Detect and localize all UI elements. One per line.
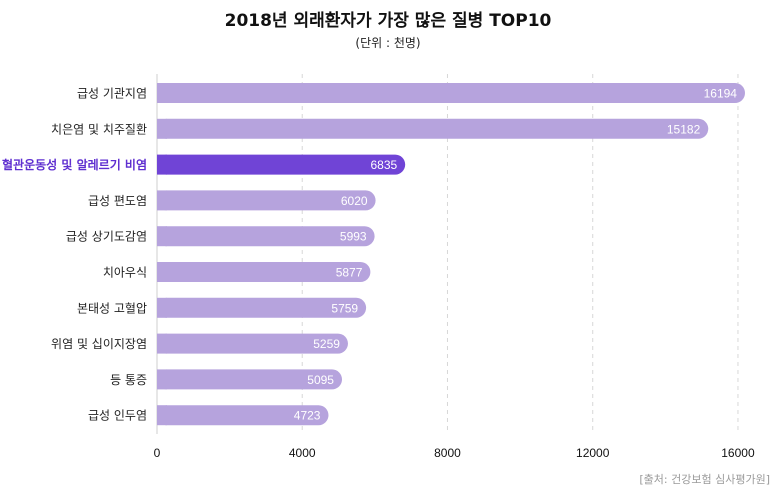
bar-left-cap — [157, 297, 167, 318]
bar-value-label: 5759 — [331, 301, 358, 315]
bar — [157, 83, 745, 103]
bar-value-label: 6020 — [341, 194, 368, 208]
category-label: 위염 및 십이지장염 — [51, 337, 147, 351]
bar-value-label: 16194 — [704, 87, 738, 101]
bar-left-cap — [157, 154, 167, 175]
category-label: 급성 편도염 — [88, 194, 147, 208]
bar-left-cap — [157, 369, 167, 390]
category-label: 치은염 및 치주질환 — [51, 122, 147, 136]
x-tick-label: 0 — [154, 446, 161, 460]
bar-value-label: 5095 — [307, 373, 334, 387]
bar — [157, 333, 348, 354]
x-tick-label: 16000 — [721, 446, 755, 460]
bar — [157, 297, 367, 318]
bar — [157, 369, 342, 390]
bar-left-cap — [157, 333, 167, 354]
chart-subtitle: (단위 : 천명) — [355, 36, 421, 50]
tick-layer: 0 4000 8000 12000 16000 — [154, 446, 755, 460]
bar — [157, 226, 375, 247]
bar-value-label: 6835 — [370, 158, 397, 172]
label-layer: 16194 급성 기관지염 15182 치은염 및 치주질환 6835 혈관운동성 및 알… — [2, 87, 737, 423]
bar — [157, 118, 709, 139]
bar-value-label: 5993 — [340, 230, 367, 244]
bar — [157, 262, 371, 282]
category-label: 급성 인두염 — [88, 409, 147, 423]
chart-title: 2018년 외래환자가 가장 많은 질병 TOP10 — [224, 11, 552, 31]
bar — [157, 154, 406, 175]
category-label: 혈관운동성 및 알레르기 비염 — [2, 157, 147, 172]
category-label: 급성 상기도감염 — [66, 230, 147, 244]
category-label: 등 통증 — [110, 373, 147, 387]
bar — [157, 405, 329, 426]
x-tick-label: 12000 — [576, 446, 610, 460]
bar-left-cap — [157, 226, 167, 247]
category-label: 급성 기관지염 — [77, 87, 147, 101]
x-tick-label: 4000 — [289, 446, 316, 460]
bar-left-cap — [157, 405, 167, 426]
bar-value-label: 5259 — [313, 337, 340, 351]
category-label: 치아우식 — [103, 266, 147, 280]
bar-value-label: 5877 — [336, 266, 363, 280]
bar-layer — [157, 83, 745, 426]
bar-value-label: 15182 — [667, 122, 701, 136]
bar-left-cap — [157, 83, 167, 103]
bar-left-cap — [157, 118, 167, 139]
source-note: [출처: 건강보험 심사평가원] — [639, 473, 770, 486]
bar-left-cap — [157, 190, 167, 211]
category-label: 본태성 고혈압 — [77, 301, 147, 315]
bar-value-label: 4723 — [294, 409, 321, 423]
bar-left-cap — [157, 262, 167, 282]
x-tick-label: 8000 — [434, 446, 461, 460]
bar — [157, 190, 376, 211]
